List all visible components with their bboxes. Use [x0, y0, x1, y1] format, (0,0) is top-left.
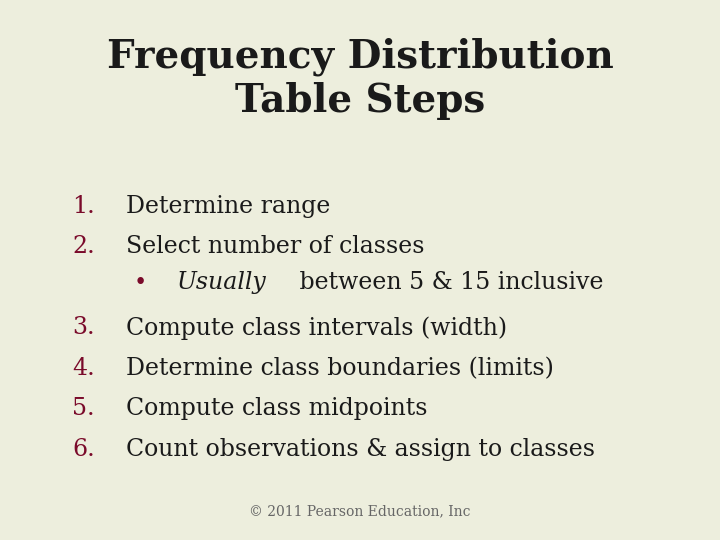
Text: 3.: 3. — [72, 316, 94, 339]
Text: between 5 & 15 inclusive: between 5 & 15 inclusive — [292, 272, 603, 294]
Text: 4.: 4. — [72, 357, 95, 380]
Text: Determine range: Determine range — [126, 195, 330, 218]
Text: •: • — [134, 272, 147, 294]
Text: 6.: 6. — [72, 438, 95, 461]
Text: Determine class boundaries (limits): Determine class boundaries (limits) — [126, 357, 554, 380]
Text: 1.: 1. — [72, 195, 95, 218]
Text: Compute class intervals (width): Compute class intervals (width) — [126, 316, 507, 340]
Text: Compute class midpoints: Compute class midpoints — [126, 397, 428, 420]
Text: Count observations & assign to classes: Count observations & assign to classes — [126, 438, 595, 461]
Text: © 2011 Pearson Education, Inc: © 2011 Pearson Education, Inc — [249, 504, 471, 518]
Text: Select number of classes: Select number of classes — [126, 235, 425, 258]
Text: 5.: 5. — [72, 397, 94, 420]
Text: Usually: Usually — [176, 272, 266, 294]
Text: 2.: 2. — [72, 235, 95, 258]
Text: Frequency Distribution
Table Steps: Frequency Distribution Table Steps — [107, 38, 613, 120]
